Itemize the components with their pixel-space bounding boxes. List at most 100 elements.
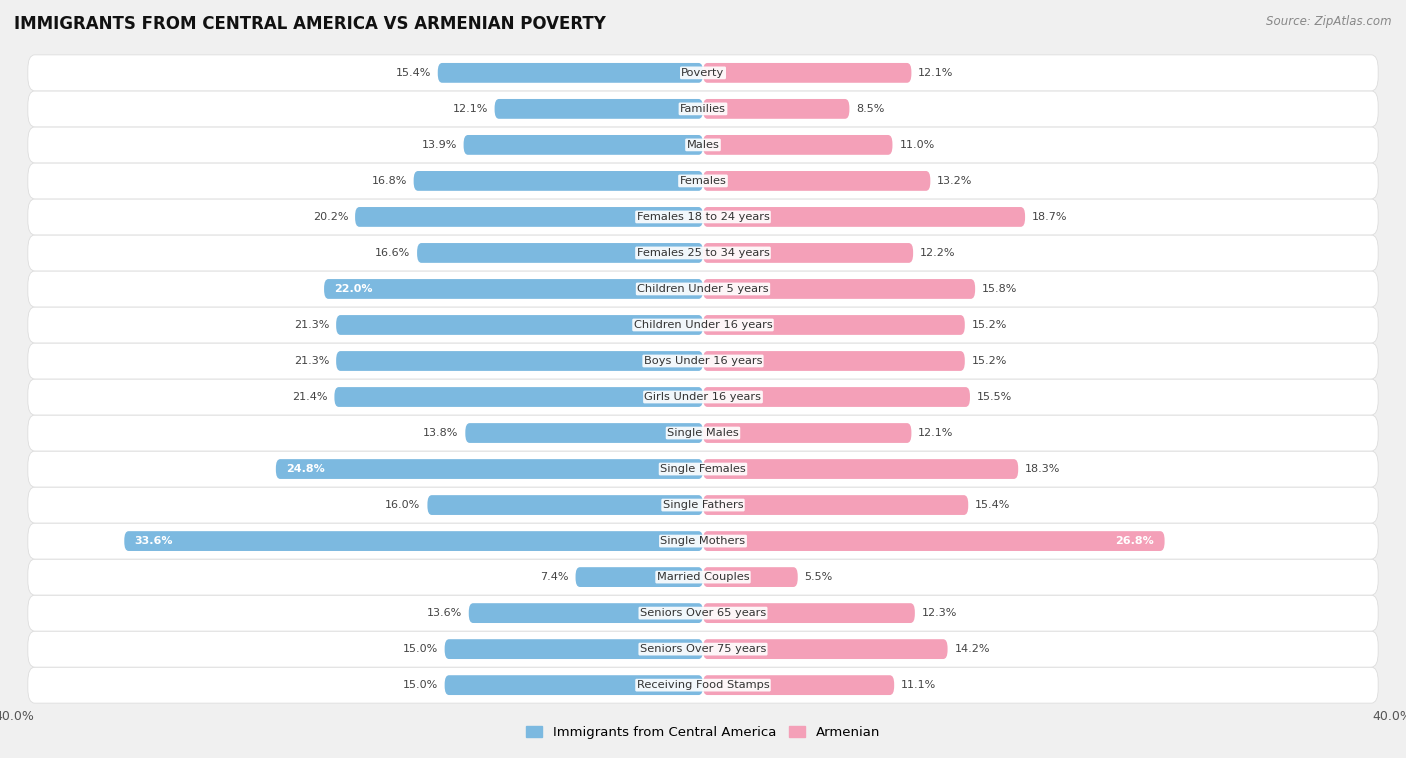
Text: 16.8%: 16.8% <box>371 176 406 186</box>
FancyBboxPatch shape <box>28 379 1378 415</box>
Text: 33.6%: 33.6% <box>135 536 173 546</box>
Text: Single Males: Single Males <box>666 428 740 438</box>
Text: 18.3%: 18.3% <box>1025 464 1060 474</box>
FancyBboxPatch shape <box>124 531 703 551</box>
Text: Children Under 5 years: Children Under 5 years <box>637 284 769 294</box>
Text: 13.2%: 13.2% <box>938 176 973 186</box>
FancyBboxPatch shape <box>28 235 1378 271</box>
FancyBboxPatch shape <box>335 387 703 407</box>
Text: 11.0%: 11.0% <box>900 140 935 150</box>
Text: Poverty: Poverty <box>682 68 724 78</box>
FancyBboxPatch shape <box>703 99 849 119</box>
FancyBboxPatch shape <box>28 163 1378 199</box>
FancyBboxPatch shape <box>28 595 1378 631</box>
FancyBboxPatch shape <box>28 55 1378 91</box>
FancyBboxPatch shape <box>465 423 703 443</box>
FancyBboxPatch shape <box>28 667 1378 703</box>
Text: Receiving Food Stamps: Receiving Food Stamps <box>637 680 769 690</box>
Text: Boys Under 16 years: Boys Under 16 years <box>644 356 762 366</box>
FancyBboxPatch shape <box>28 343 1378 379</box>
FancyBboxPatch shape <box>703 135 893 155</box>
FancyBboxPatch shape <box>703 207 1025 227</box>
Text: 7.4%: 7.4% <box>540 572 568 582</box>
Text: 12.1%: 12.1% <box>918 68 953 78</box>
FancyBboxPatch shape <box>28 199 1378 235</box>
FancyBboxPatch shape <box>28 271 1378 307</box>
FancyBboxPatch shape <box>703 603 915 623</box>
FancyBboxPatch shape <box>575 567 703 587</box>
FancyBboxPatch shape <box>444 639 703 659</box>
FancyBboxPatch shape <box>28 559 1378 595</box>
Text: 21.3%: 21.3% <box>294 320 329 330</box>
Text: 13.6%: 13.6% <box>426 608 461 618</box>
Text: Females 25 to 34 years: Females 25 to 34 years <box>637 248 769 258</box>
Text: 8.5%: 8.5% <box>856 104 884 114</box>
Text: 16.6%: 16.6% <box>375 248 411 258</box>
FancyBboxPatch shape <box>323 279 703 299</box>
FancyBboxPatch shape <box>703 675 894 695</box>
FancyBboxPatch shape <box>28 127 1378 163</box>
FancyBboxPatch shape <box>703 279 976 299</box>
FancyBboxPatch shape <box>444 675 703 695</box>
Text: Seniors Over 65 years: Seniors Over 65 years <box>640 608 766 618</box>
FancyBboxPatch shape <box>703 567 797 587</box>
Text: 15.8%: 15.8% <box>981 284 1018 294</box>
Text: Girls Under 16 years: Girls Under 16 years <box>644 392 762 402</box>
FancyBboxPatch shape <box>703 243 912 263</box>
Text: 15.4%: 15.4% <box>395 68 430 78</box>
FancyBboxPatch shape <box>495 99 703 119</box>
Text: 13.8%: 13.8% <box>423 428 458 438</box>
Text: 24.8%: 24.8% <box>287 464 325 474</box>
Text: Married Couples: Married Couples <box>657 572 749 582</box>
FancyBboxPatch shape <box>28 487 1378 523</box>
Text: 13.9%: 13.9% <box>422 140 457 150</box>
Text: Families: Families <box>681 104 725 114</box>
FancyBboxPatch shape <box>418 243 703 263</box>
Text: 14.2%: 14.2% <box>955 644 990 654</box>
Text: 15.0%: 15.0% <box>402 644 437 654</box>
Text: Source: ZipAtlas.com: Source: ZipAtlas.com <box>1267 15 1392 28</box>
FancyBboxPatch shape <box>703 531 1164 551</box>
Text: 15.2%: 15.2% <box>972 320 1007 330</box>
Text: 18.7%: 18.7% <box>1032 212 1067 222</box>
FancyBboxPatch shape <box>413 171 703 191</box>
Text: Children Under 16 years: Children Under 16 years <box>634 320 772 330</box>
FancyBboxPatch shape <box>703 387 970 407</box>
FancyBboxPatch shape <box>437 63 703 83</box>
FancyBboxPatch shape <box>276 459 703 479</box>
Text: Males: Males <box>686 140 720 150</box>
Text: 20.2%: 20.2% <box>312 212 349 222</box>
Text: 12.1%: 12.1% <box>918 428 953 438</box>
Text: 5.5%: 5.5% <box>804 572 832 582</box>
FancyBboxPatch shape <box>356 207 703 227</box>
Text: IMMIGRANTS FROM CENTRAL AMERICA VS ARMENIAN POVERTY: IMMIGRANTS FROM CENTRAL AMERICA VS ARMEN… <box>14 15 606 33</box>
Text: Single Mothers: Single Mothers <box>661 536 745 546</box>
Text: 11.1%: 11.1% <box>901 680 936 690</box>
FancyBboxPatch shape <box>468 603 703 623</box>
FancyBboxPatch shape <box>28 307 1378 343</box>
FancyBboxPatch shape <box>28 91 1378 127</box>
FancyBboxPatch shape <box>703 639 948 659</box>
FancyBboxPatch shape <box>28 415 1378 451</box>
FancyBboxPatch shape <box>427 495 703 515</box>
Text: 21.3%: 21.3% <box>294 356 329 366</box>
FancyBboxPatch shape <box>703 63 911 83</box>
FancyBboxPatch shape <box>28 631 1378 667</box>
FancyBboxPatch shape <box>464 135 703 155</box>
Text: 15.4%: 15.4% <box>976 500 1011 510</box>
Text: 26.8%: 26.8% <box>1115 536 1154 546</box>
FancyBboxPatch shape <box>703 351 965 371</box>
FancyBboxPatch shape <box>703 495 969 515</box>
FancyBboxPatch shape <box>703 171 931 191</box>
FancyBboxPatch shape <box>28 451 1378 487</box>
FancyBboxPatch shape <box>336 351 703 371</box>
FancyBboxPatch shape <box>28 523 1378 559</box>
Text: 22.0%: 22.0% <box>335 284 373 294</box>
Text: 15.5%: 15.5% <box>977 392 1012 402</box>
Text: 12.1%: 12.1% <box>453 104 488 114</box>
Text: 15.2%: 15.2% <box>972 356 1007 366</box>
FancyBboxPatch shape <box>703 459 1018 479</box>
Text: 12.3%: 12.3% <box>922 608 957 618</box>
Text: 12.2%: 12.2% <box>920 248 956 258</box>
Text: Females 18 to 24 years: Females 18 to 24 years <box>637 212 769 222</box>
